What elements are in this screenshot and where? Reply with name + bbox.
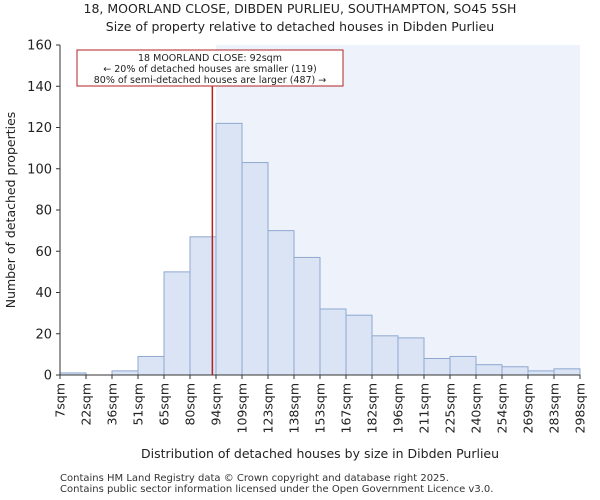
- chart-title-address: 18, MOORLAND CLOSE, DIBDEN PURLIEU, SOUT…: [83, 1, 517, 16]
- x-tick-label: 298sqm: [573, 383, 588, 433]
- y-tick-label: 40: [35, 286, 52, 301]
- x-tick-label: 7sqm: [53, 383, 68, 418]
- footer-copyright: Contains HM Land Registry data © Crown c…: [60, 473, 449, 484]
- bar-211sqm: [423, 358, 451, 376]
- y-tick-label: 100: [27, 162, 52, 177]
- y-tick-label: 120: [27, 121, 52, 136]
- x-tick-label: 51sqm: [131, 383, 146, 426]
- bar-240sqm: [475, 364, 503, 376]
- footer-licence: Contains public sector information licen…: [60, 484, 494, 495]
- x-tick-label: 65sqm: [157, 383, 172, 426]
- bar-269sqm: [527, 370, 555, 376]
- annotation-line-2: ← 20% of detached houses are smaller (11…: [103, 64, 316, 75]
- x-tick-label: 196sqm: [391, 383, 406, 433]
- annotation-box: [76, 49, 344, 87]
- x-tick-label: 254sqm: [495, 383, 510, 433]
- x-tick-label: 94sqm: [209, 383, 224, 426]
- x-tick-label: 269sqm: [521, 383, 536, 433]
- y-tick-label: 20: [35, 327, 52, 342]
- bar-123sqm: [267, 230, 295, 376]
- bar-225sqm: [449, 355, 477, 376]
- x-tick-label: 80sqm: [183, 383, 198, 426]
- annotation-line-1: 18 MOORLAND CLOSE: 92sqm: [138, 53, 282, 64]
- x-tick-label: 109sqm: [235, 383, 250, 433]
- chart-title-subtitle: Size of property relative to detached ho…: [105, 19, 495, 34]
- x-tick-label: 283sqm: [547, 383, 562, 433]
- x-tick-label: 123sqm: [261, 383, 276, 433]
- bar-167sqm: [345, 314, 373, 376]
- bar-109sqm: [241, 162, 269, 376]
- bar-283sqm: [553, 368, 581, 376]
- annotation-line-3: 80% of semi-detached houses are larger (…: [94, 75, 327, 86]
- bar-36sqm: [111, 370, 139, 376]
- x-axis-label: Distribution of detached houses by size …: [141, 446, 499, 461]
- x-tick-label: 211sqm: [417, 383, 432, 433]
- x-tick-label: 182sqm: [365, 383, 380, 433]
- y-tick-label: 160: [27, 39, 52, 54]
- bar-65sqm: [163, 271, 191, 376]
- y-tick-label: 0: [44, 369, 52, 384]
- x-ticks-group: 7sqm 22sqm 36sqm 51sqm 65sqm 80sqm 94sqm 109sqm…: [53, 375, 588, 433]
- x-tick-label: 138sqm: [287, 383, 302, 433]
- x-tick-label: 167sqm: [339, 383, 354, 433]
- x-tick-label: 22sqm: [79, 383, 94, 426]
- bar-51sqm: [137, 355, 165, 376]
- bar-153sqm: [319, 308, 347, 376]
- x-tick-label: 153sqm: [313, 383, 328, 433]
- y-tick-label: 80: [35, 204, 52, 219]
- bars-group: [59, 122, 581, 376]
- bar-182sqm: [371, 335, 399, 376]
- y-axis-label: Number of detached properties: [3, 112, 18, 309]
- y-tick-label: 60: [35, 245, 52, 260]
- bar-94sqm: [215, 122, 243, 376]
- x-tick-label: 225sqm: [443, 383, 458, 433]
- x-tick-label: 240sqm: [469, 383, 484, 433]
- bar-196sqm: [397, 337, 425, 376]
- y-tick-label: 140: [27, 80, 52, 95]
- bar-254sqm: [501, 366, 529, 376]
- bar-138sqm: [293, 256, 321, 376]
- x-tick-label: 36sqm: [105, 383, 120, 426]
- y-ticks-group: 0 20 40 60 80 100 120 140 160: [27, 39, 60, 384]
